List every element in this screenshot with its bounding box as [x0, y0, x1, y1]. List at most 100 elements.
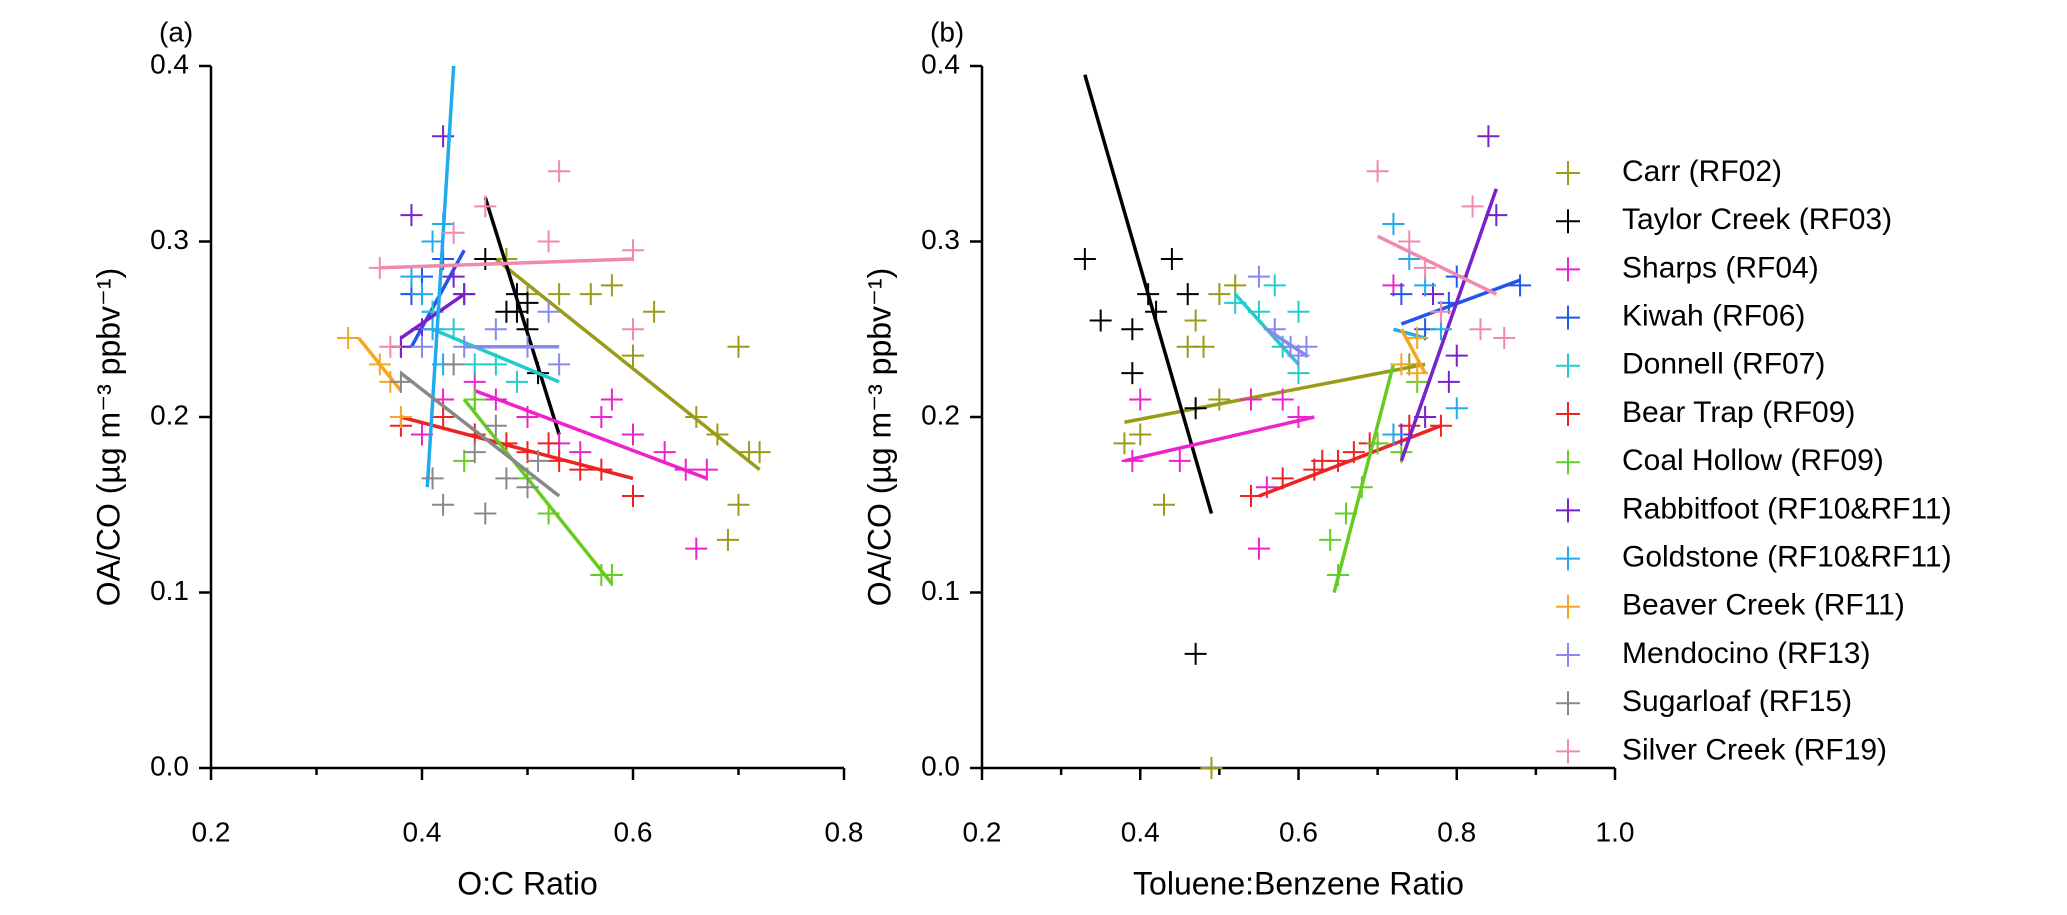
point	[1319, 528, 1342, 551]
point	[411, 335, 433, 358]
y-tick-label: 0.4	[150, 48, 189, 79]
point	[1263, 274, 1286, 297]
legend-label: Donnell (RF07)	[1622, 348, 1825, 381]
point	[727, 493, 750, 516]
legend-label: Goldstone (RF10&RF11)	[1622, 541, 1952, 574]
fit-line	[431, 327, 560, 384]
point	[432, 493, 455, 516]
point	[1168, 449, 1191, 472]
point	[1184, 309, 1207, 332]
x-axis-label: O:C Ratio	[457, 865, 597, 901]
legend-marker	[1556, 498, 1580, 523]
fit-line	[1399, 188, 1498, 462]
point	[579, 283, 602, 306]
point	[537, 300, 560, 323]
x-tick-label: 1.0	[1596, 816, 1635, 847]
point	[622, 318, 644, 341]
point	[421, 467, 444, 490]
legend-marker	[1556, 402, 1580, 426]
point	[1311, 449, 1334, 472]
point	[1113, 432, 1136, 455]
legend-label: Rabbitfoot (RF10&RF11)	[1622, 492, 1952, 525]
point	[1184, 642, 1207, 665]
point	[1382, 423, 1405, 446]
fit-line	[1083, 74, 1214, 515]
point	[1271, 388, 1294, 411]
point	[527, 449, 550, 472]
fit-line	[400, 415, 634, 481]
legend-marker	[1556, 739, 1580, 764]
point	[442, 353, 465, 376]
point	[474, 248, 497, 271]
point	[643, 300, 666, 323]
point	[1398, 230, 1421, 253]
point	[1429, 300, 1452, 323]
legend-label: Mendocino (RF13)	[1622, 637, 1870, 670]
point	[748, 441, 771, 464]
point	[1469, 318, 1492, 341]
fit-line	[399, 292, 466, 340]
point	[411, 283, 433, 306]
point	[1192, 335, 1215, 358]
point	[1287, 406, 1310, 428]
x-tick-label: 0.8	[825, 816, 864, 847]
y-tick-label: 0.0	[150, 750, 189, 781]
point	[1429, 414, 1452, 437]
point	[463, 388, 486, 411]
y-tick-label: 0.4	[921, 48, 960, 79]
legend-label: Kiwah (RF06)	[1622, 300, 1805, 333]
point	[1121, 318, 1144, 341]
point	[400, 265, 423, 288]
point	[400, 204, 423, 227]
legend-label: Taylor Creek (RF03)	[1622, 203, 1892, 236]
point	[727, 335, 750, 358]
legend-marker	[1556, 161, 1580, 185]
panel-label: (a)	[159, 16, 193, 47]
fit-line	[494, 257, 761, 472]
legend-label: Bear Trap (RF09)	[1622, 396, 1855, 429]
point	[442, 221, 465, 244]
fit-line	[425, 65, 456, 488]
point	[474, 502, 497, 525]
legend-marker	[1556, 643, 1580, 667]
point	[537, 230, 560, 253]
point	[389, 406, 412, 428]
legend-marker	[1556, 257, 1580, 282]
legend-label: Sharps (RF04)	[1622, 251, 1819, 284]
fit-line	[1265, 327, 1308, 358]
point	[379, 335, 402, 358]
point	[463, 441, 486, 464]
x-tick-label: 0.2	[192, 816, 231, 847]
point	[622, 484, 644, 507]
point	[600, 274, 623, 297]
point	[484, 414, 507, 437]
point	[548, 160, 571, 183]
fit-line	[483, 197, 561, 436]
fit-line	[1124, 362, 1426, 424]
point	[516, 476, 539, 499]
point	[505, 370, 528, 393]
point	[1208, 283, 1231, 306]
point	[590, 406, 613, 428]
point	[653, 441, 676, 464]
point	[1437, 370, 1460, 393]
y-axis-label: OA/CO (µg m⁻³ ppbv⁻¹)	[90, 268, 126, 606]
point	[1121, 362, 1144, 385]
legend-marker	[1556, 691, 1580, 716]
point	[1129, 423, 1152, 446]
point	[622, 344, 644, 367]
point	[1366, 160, 1389, 183]
point	[1200, 757, 1223, 779]
fit-line	[1399, 328, 1427, 374]
legend-marker	[1556, 450, 1580, 475]
legend-marker	[1556, 594, 1580, 619]
y-axis-label: OA/CO (µg m⁻³ ppbv⁻¹)	[861, 268, 897, 606]
point	[1184, 397, 1207, 420]
fit-line	[1392, 327, 1426, 340]
legend-label: Carr (RF02)	[1622, 155, 1782, 188]
x-tick-label: 0.6	[614, 816, 653, 847]
point	[1493, 327, 1516, 350]
y-tick-label: 0.1	[150, 575, 189, 606]
y-tick-label: 0.2	[921, 399, 960, 430]
